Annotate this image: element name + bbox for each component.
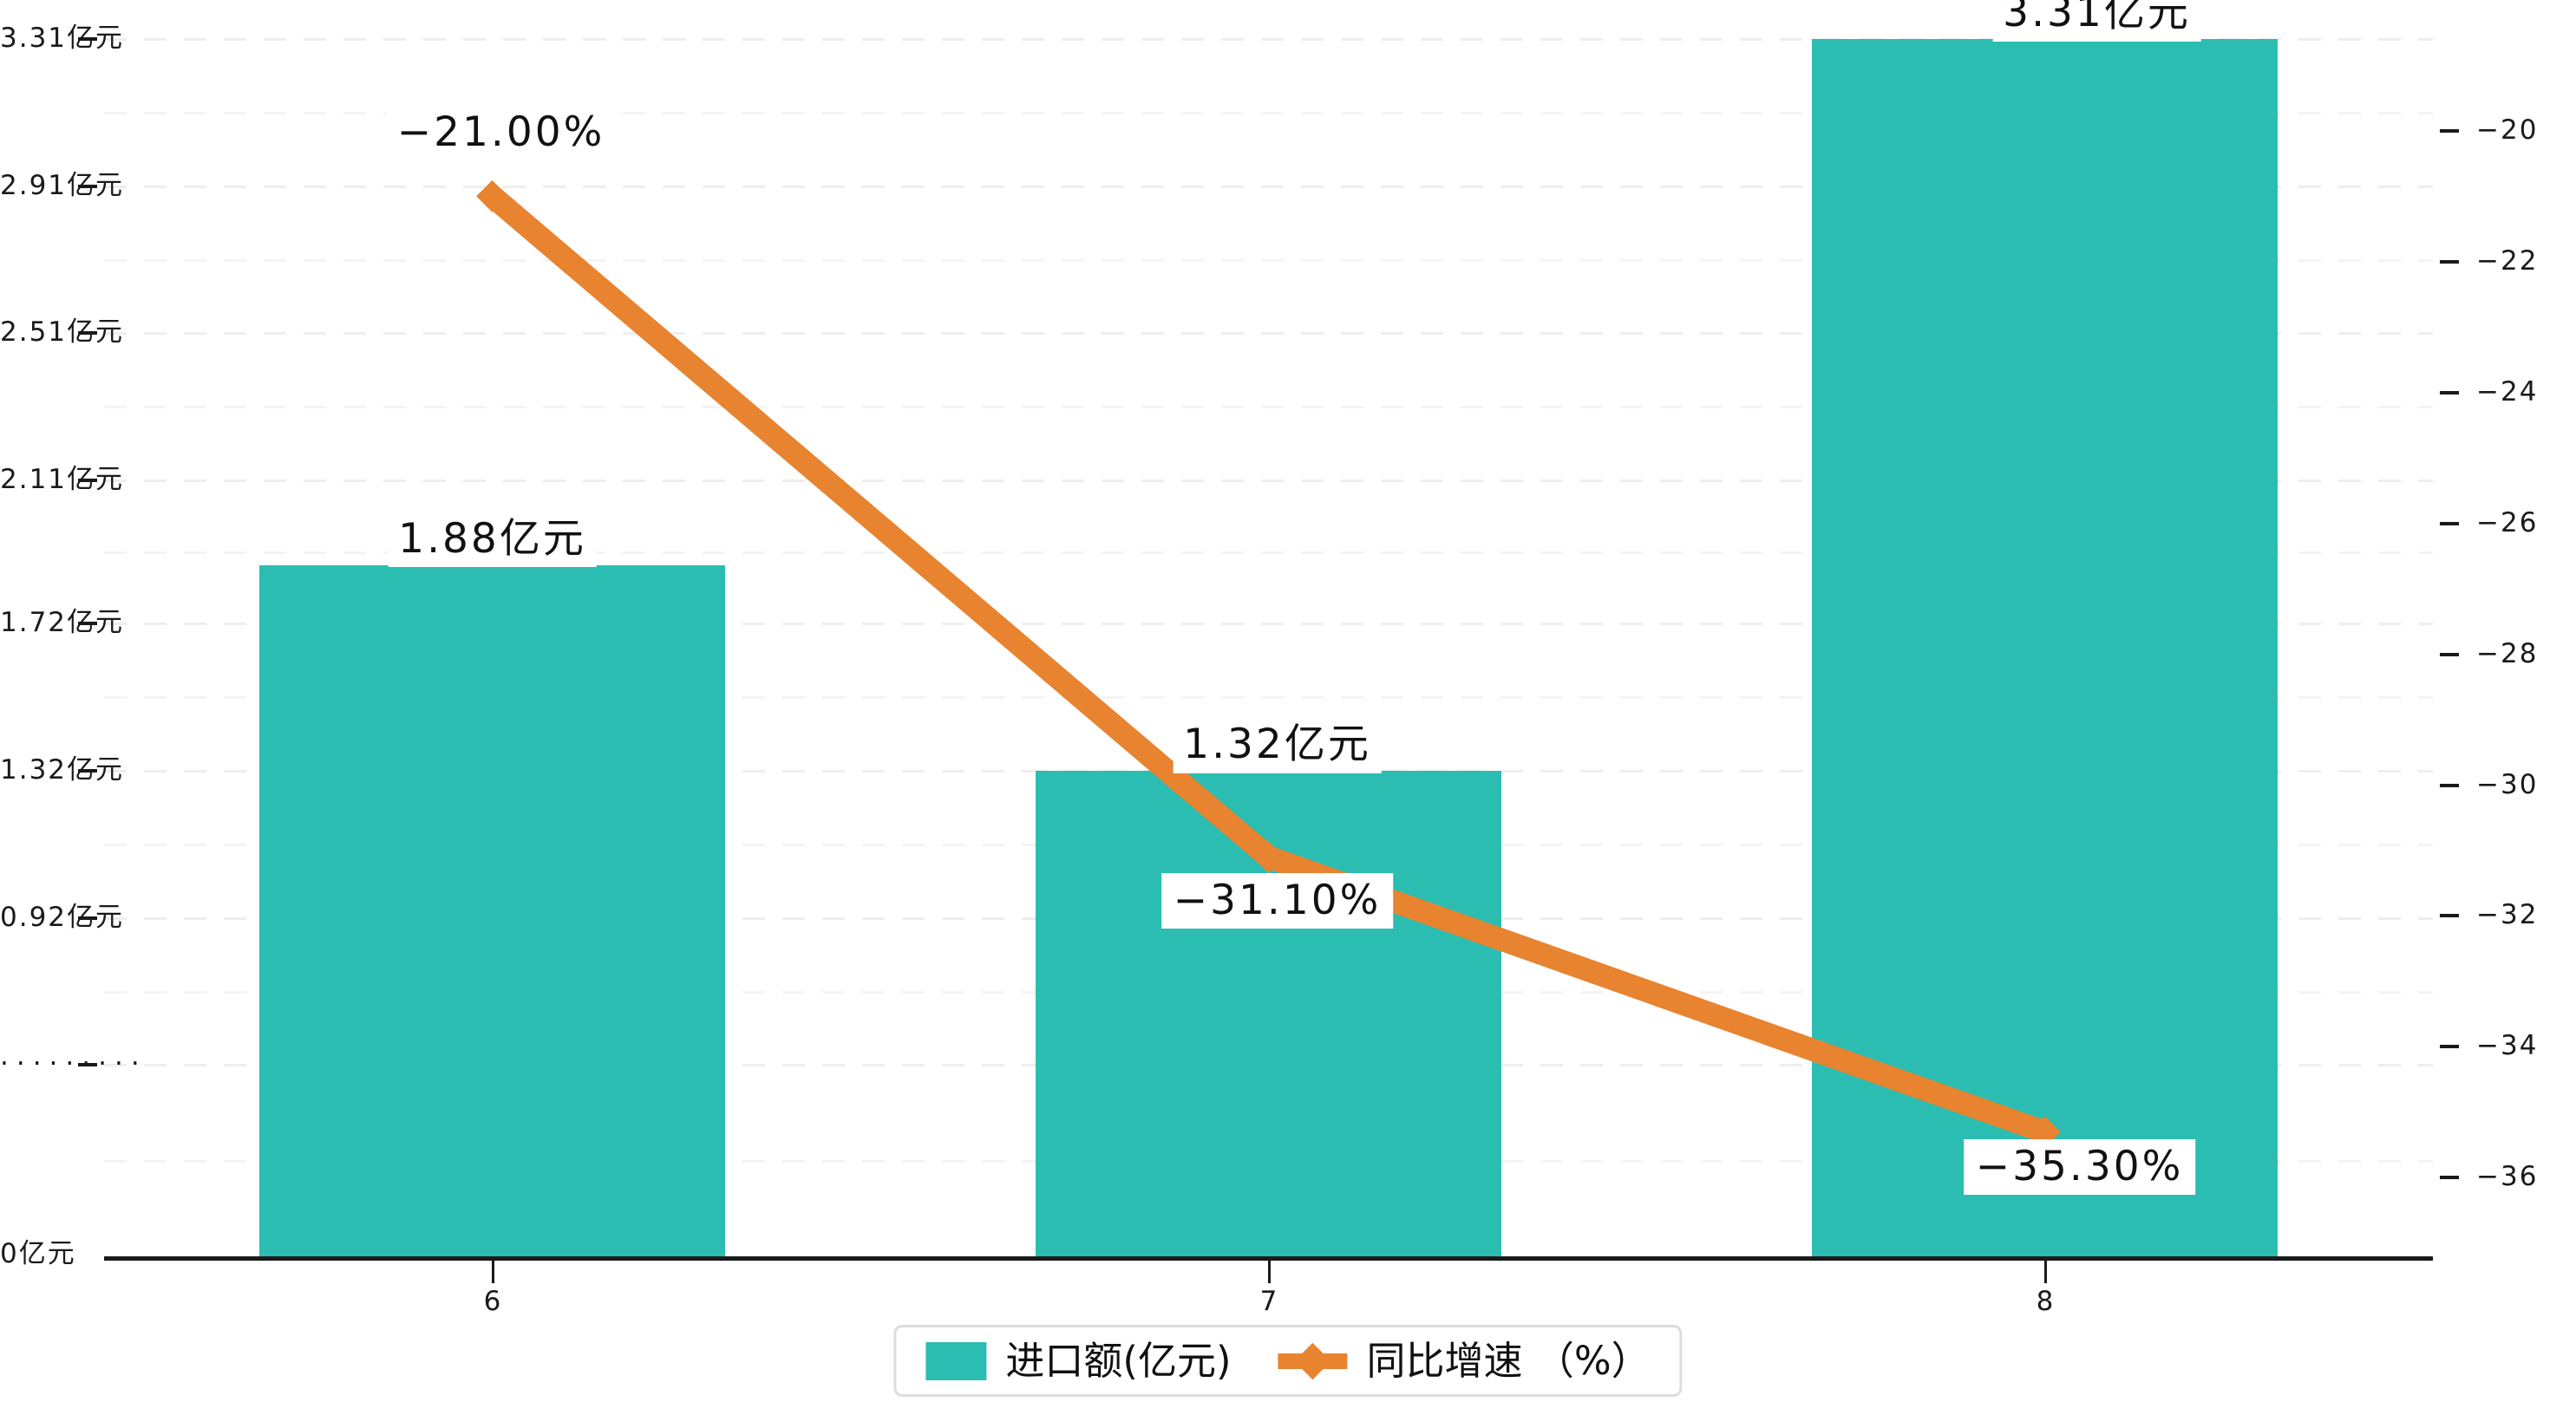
left-axis-tick-label: 0亿元 — [0, 1238, 76, 1269]
right-axis-tick-mark — [2440, 521, 2459, 525]
right-axis-tick-mark — [2440, 783, 2459, 787]
bar-value-label-6: 1.88亿元 — [388, 511, 597, 568]
right-axis-tick-label: −28 — [2476, 637, 2539, 669]
left-axis-tick-mark — [78, 622, 97, 626]
right-axis-tick-label: −22 — [2476, 245, 2539, 277]
x-axis-line — [104, 1256, 2433, 1261]
gridline-major — [104, 479, 2433, 482]
right-axis-tick-mark — [2440, 1045, 2459, 1049]
right-axis-tick-label: −26 — [2476, 506, 2539, 538]
gridline-minor — [104, 111, 2433, 114]
left-axis-tick-mark — [78, 37, 97, 41]
gridline-major — [104, 38, 2433, 41]
left-axis-tick-mark — [78, 479, 97, 482]
growth-line-path — [485, 187, 2049, 1143]
right-axis-tick-mark — [2440, 652, 2459, 656]
category-tick-label: 6 — [483, 1286, 501, 1317]
left-axis-tick-mark — [78, 184, 97, 188]
right-axis-tick-mark — [2440, 390, 2459, 395]
right-axis-tick-label: −24 — [2476, 375, 2539, 408]
legend-item-import-amount[interactable]: 进口额(亿元) — [925, 1338, 1232, 1384]
category-tick-mark — [491, 1261, 494, 1283]
right-axis-tick-mark — [2440, 259, 2459, 264]
gridline-minor — [104, 406, 2433, 409]
right-axis-tick-mark — [2440, 128, 2459, 133]
bar-swatch-icon — [925, 1341, 987, 1380]
legend-label-import-amount: 进口额(亿元) — [1005, 1338, 1232, 1384]
category-tick-label: 8 — [2036, 1286, 2054, 1317]
category-tick-mark — [2043, 1261, 2047, 1283]
line-marker-6[interactable] — [476, 179, 508, 212]
right-axis-tick-mark — [2440, 914, 2459, 918]
chart-legend[interactable]: 进口额(亿元) 同比增速 （%） — [893, 1325, 1683, 1397]
legend-label-yoy-growth: 同比增速 （%） — [1366, 1338, 1651, 1384]
gridline-major — [104, 623, 2433, 626]
category-tick-mark — [1267, 1261, 1271, 1283]
bar-value-label-8: 3.31亿元 — [1992, 0, 2201, 42]
gridline-major — [104, 332, 2433, 336]
left-axis-tick-mark — [78, 1063, 97, 1067]
legend-item-yoy-growth[interactable]: 同比增速 （%） — [1278, 1341, 1651, 1380]
bar-8[interactable] — [1812, 39, 2278, 1256]
gridline-major — [104, 185, 2433, 188]
line-diamond-swatch-icon — [1278, 1342, 1348, 1380]
right-axis-tick-label: −32 — [2476, 899, 2539, 931]
growth-value-label-6: −21.00% — [384, 105, 618, 161]
left-axis-tick-label: ········· — [0, 1048, 147, 1080]
left-axis-tick-mark — [78, 916, 97, 920]
line-marker-7[interactable] — [1252, 841, 1285, 873]
right-axis-tick-label: −30 — [2476, 768, 2539, 800]
right-axis-tick-label: −36 — [2476, 1161, 2539, 1193]
category-tick-label: 7 — [1259, 1286, 1278, 1317]
gridline-minor — [104, 551, 2433, 554]
gridline-minor — [104, 696, 2433, 700]
bar-value-label-7: 1.32亿元 — [1173, 717, 1382, 773]
bar-6[interactable] — [259, 564, 725, 1256]
left-axis-tick-mark — [78, 331, 97, 336]
left-axis-tick-mark — [78, 769, 97, 773]
growth-value-label-8: −35.30% — [1963, 1138, 2196, 1196]
right-axis-tick-mark — [2440, 1176, 2459, 1180]
gridline-minor — [104, 258, 2433, 262]
right-axis-tick-label: −20 — [2476, 114, 2539, 146]
growth-value-label-7: −31.10% — [1161, 872, 1394, 929]
right-axis-tick-label: −34 — [2476, 1030, 2539, 1062]
